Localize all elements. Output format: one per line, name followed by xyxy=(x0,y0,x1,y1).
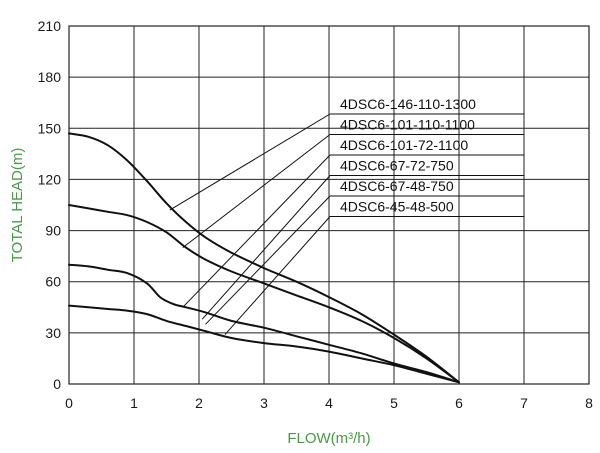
y-tick-label: 210 xyxy=(38,18,62,34)
y-tick-label: 180 xyxy=(38,69,62,85)
y-axis-label: TOTAL HEAD(m) xyxy=(9,148,26,263)
y-tick-label: 150 xyxy=(38,120,62,136)
x-tick-label: 2 xyxy=(195,395,203,411)
legend: 4DSC6-146-110-1300 4DSC6-101-110-1100 4DSC… xyxy=(169,96,524,335)
y-tick-labels: 0 30 60 90 120 150 180 210 xyxy=(38,18,62,392)
y-tick-label: 30 xyxy=(45,325,61,341)
x-tick-label: 8 xyxy=(585,395,593,411)
legend-label: 4DSC6-67-48-750 xyxy=(340,178,454,194)
x-tick-label: 0 xyxy=(65,395,73,411)
legend-label: 4DSC6-101-72-1100 xyxy=(340,137,468,153)
series-curve-1 xyxy=(68,204,460,384)
y-tick-label: 0 xyxy=(53,376,61,392)
x-tick-labels: 0 1 2 3 4 5 6 7 8 xyxy=(65,395,593,411)
legend-leader-line xyxy=(224,216,331,335)
x-tick-label: 3 xyxy=(260,395,268,411)
x-tick-label: 7 xyxy=(520,395,528,411)
x-axis-label: FLOW(m³/h) xyxy=(287,430,370,447)
series-curve-0 xyxy=(68,132,460,384)
legend-label: 4DSC6-67-72-750 xyxy=(340,158,454,174)
series-curve-2 xyxy=(68,263,460,384)
legend-leader-line xyxy=(205,195,331,325)
legend-label: 4DSC6-146-110-1300 xyxy=(340,96,476,112)
series-curves xyxy=(68,132,460,384)
legend-leader-line xyxy=(182,134,331,249)
x-tick-label: 4 xyxy=(325,395,333,411)
grid-lines xyxy=(68,25,590,385)
x-tick-label: 6 xyxy=(455,395,463,411)
y-tick-label: 90 xyxy=(45,223,61,239)
legend-leader-line xyxy=(201,175,331,320)
legend-label: 4DSC6-45-48-500 xyxy=(340,199,454,215)
legend-label: 4DSC6-101-110-1100 xyxy=(340,117,475,133)
x-tick-label: 5 xyxy=(390,395,398,411)
legend-leader-line xyxy=(169,113,331,211)
y-tick-label: 60 xyxy=(45,274,61,290)
y-tick-label: 120 xyxy=(38,171,62,187)
x-tick-label: 1 xyxy=(130,395,138,411)
series-curve-5 xyxy=(68,304,460,384)
legend-leader-line xyxy=(182,154,331,308)
